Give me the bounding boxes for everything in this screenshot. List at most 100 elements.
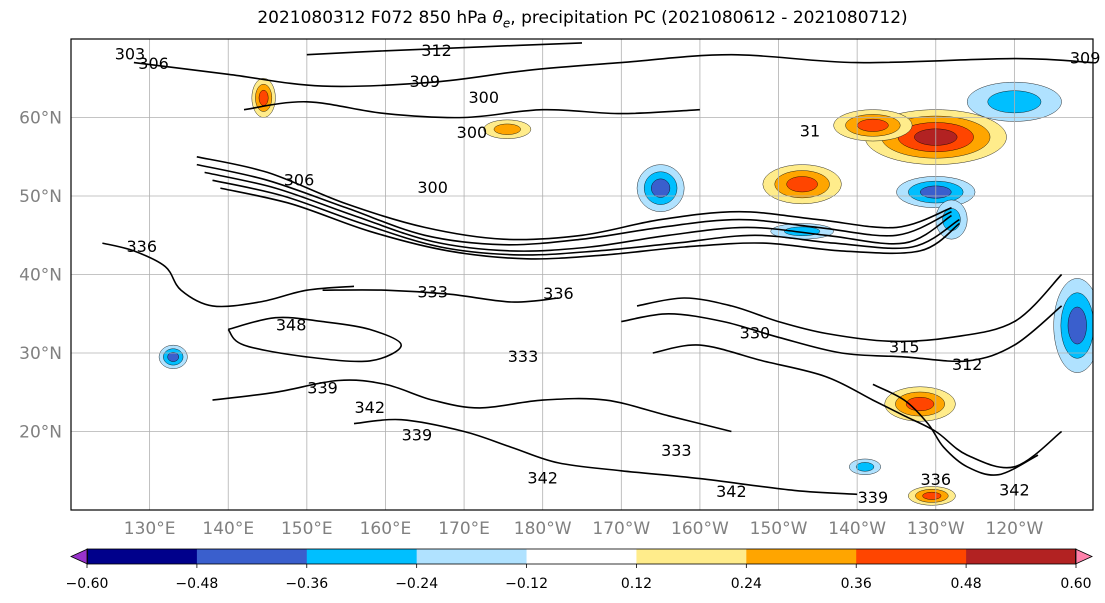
contour-label: 31 xyxy=(800,122,820,141)
theta-e-contour-line xyxy=(652,344,1063,469)
x-tick-label: 160°W xyxy=(671,519,729,539)
x-tick-label: 120°W xyxy=(986,519,1044,539)
colorbar-tick-label: −0.60 xyxy=(66,576,109,592)
x-tick-label: 170°W xyxy=(592,519,650,539)
contour-label: 333 xyxy=(508,347,539,366)
contour-label: 300 xyxy=(468,88,499,107)
x-tick-label: 150°W xyxy=(750,519,808,539)
x-tick-labels: 130°E 140°E 150°E 160°E 170°E 180°W 170°W 160°W… xyxy=(124,519,1044,539)
theta-e-contour-line xyxy=(322,289,559,303)
colorbar-extend-high xyxy=(1075,548,1093,565)
pc-anomaly-cell xyxy=(786,176,818,193)
x-tick-label: 140°W xyxy=(828,519,886,539)
colorbar: −0.60 −0.48 −0.36 −0.24 −0.12 0.12 0.24 0.36 0.4… xyxy=(66,548,1093,592)
pc-anomaly-cell xyxy=(1067,306,1087,345)
y-tick-label: 60°N xyxy=(19,109,62,129)
y-tick-label: 20°N xyxy=(19,423,62,443)
contour-label: 336 xyxy=(920,470,951,489)
contour-label: 342 xyxy=(716,482,747,501)
contour-label: 342 xyxy=(999,480,1030,499)
theta-e-contour-line xyxy=(212,179,960,256)
contour-label: 342 xyxy=(354,398,385,417)
contour-label: 348 xyxy=(276,316,307,335)
colorbar-segment xyxy=(306,549,418,564)
contour-label: 300 xyxy=(417,178,448,197)
title-suffix: , precipitation PC (2021080612 - 2021080… xyxy=(510,8,908,28)
theta-e-contour-line xyxy=(220,187,960,260)
colorbar-tick-label: −0.48 xyxy=(175,576,218,592)
theta-e-contour-line xyxy=(196,156,952,241)
colorbar-tick-label: 0.24 xyxy=(731,576,762,592)
pc-anomaly-cell xyxy=(855,462,875,472)
contour-label: 315 xyxy=(889,338,920,357)
x-tick-label: 180°W xyxy=(514,519,572,539)
contour-label: 336 xyxy=(126,237,157,256)
contour-label: 312 xyxy=(952,355,983,374)
pc-anomaly-cell xyxy=(651,178,671,198)
contour-label: 309 xyxy=(1070,49,1101,68)
theta-e-contour-line xyxy=(212,379,732,433)
colorbar-tick-label: 0.36 xyxy=(841,576,872,592)
colorbar-segment xyxy=(87,549,198,564)
contour-label: 333 xyxy=(661,441,692,460)
contour-label: 306 xyxy=(284,170,315,189)
colorbar-tick-label: −0.36 xyxy=(285,576,328,592)
contour-label: 303 xyxy=(115,45,146,64)
colorbar-tick-label: 0.60 xyxy=(1060,576,1091,592)
colorbar-frame xyxy=(86,548,1077,565)
pc-anomaly-cell xyxy=(258,89,269,106)
contour-label: 339 xyxy=(307,378,338,397)
theta-e-contour-line xyxy=(102,242,355,308)
colorbar-tick-label: −0.12 xyxy=(505,576,548,592)
theta-e-contour-line xyxy=(133,53,1093,88)
colorbar-segment xyxy=(636,549,747,564)
colorbar-segment xyxy=(966,549,1077,564)
theta-e-contour-line xyxy=(872,383,1039,476)
colorbar-tick-label: 0.12 xyxy=(621,576,652,592)
contour-label: 312 xyxy=(421,41,452,60)
x-tick-label: 130°W xyxy=(907,519,965,539)
map-gridlines xyxy=(71,39,1093,510)
x-tick-label: 130°E xyxy=(124,519,176,539)
contour-label: 342 xyxy=(527,469,558,488)
colorbar-tick-label: −0.24 xyxy=(395,576,438,592)
contour-label: 339 xyxy=(402,425,433,444)
contour-label: 300 xyxy=(457,123,488,142)
x-tick-label: 160°E xyxy=(360,519,412,539)
y-tick-labels: 20°N 30°N 40°N 50°N 60°N xyxy=(19,109,62,443)
colorbar-segment xyxy=(196,549,308,564)
y-tick-label: 40°N xyxy=(19,266,62,286)
pc-anomaly-cell xyxy=(922,491,942,500)
theta-e-contour-line xyxy=(353,418,858,496)
theta-e-contour-line xyxy=(227,316,403,363)
colorbar-segment xyxy=(856,549,967,564)
chart-title: 2021080312 F072 850 hPa θe, precipitatio… xyxy=(0,8,1105,30)
map-frame xyxy=(70,38,1094,511)
theta-e-contour-line xyxy=(204,171,952,252)
theta-e-contour-line xyxy=(306,42,583,56)
contour-label: 306 xyxy=(138,54,169,73)
pc-anomaly-cell xyxy=(167,352,179,362)
theta-e-contour-line xyxy=(636,273,1063,343)
x-tick-label: 150°E xyxy=(281,519,333,539)
theta-e-contour-line xyxy=(243,100,700,119)
title-theta: θ xyxy=(492,8,503,28)
title-prefix: 2021080312 F072 850 hPa xyxy=(257,8,493,28)
contour-label: 333 xyxy=(417,283,448,302)
contour-label: 336 xyxy=(543,284,574,303)
pc-anomaly-cell xyxy=(857,118,889,132)
contour-label: 339 xyxy=(858,488,889,507)
colorbar-tick-label: 0.48 xyxy=(951,576,982,592)
pc-anomaly-cell xyxy=(493,123,521,135)
contour-label: 330 xyxy=(740,323,771,342)
colorbar-segment xyxy=(526,549,637,564)
colorbar-extend-low xyxy=(70,548,88,565)
y-tick-label: 30°N xyxy=(19,344,62,364)
contour-label: 309 xyxy=(409,72,440,91)
y-tick-label: 50°N xyxy=(19,187,62,207)
colorbar-segment xyxy=(746,549,857,564)
colorbar-segment xyxy=(416,549,528,564)
x-tick-label: 170°E xyxy=(438,519,490,539)
